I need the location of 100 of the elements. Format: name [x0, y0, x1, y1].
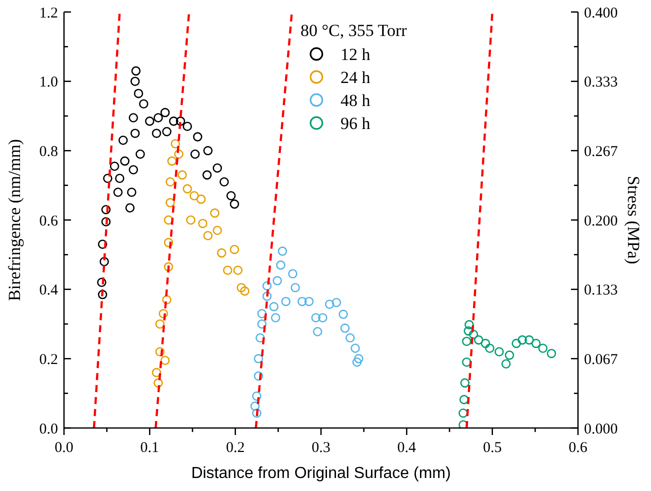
point	[115, 174, 124, 184]
point	[182, 184, 192, 194]
legend-label: 12 h	[340, 44, 371, 64]
point	[120, 156, 130, 166]
point	[203, 146, 213, 156]
y2-tick-label: 0.267	[584, 144, 618, 160]
point	[531, 338, 541, 348]
point	[281, 296, 291, 306]
point	[136, 150, 145, 159]
point	[97, 278, 106, 288]
point	[166, 198, 175, 208]
y-tick-label: 1.0	[39, 74, 58, 91]
point	[155, 347, 165, 356]
legend-label: 24 h	[340, 68, 371, 87]
point	[250, 402, 260, 411]
point	[186, 215, 196, 225]
y-axis-title: Birefringence (nm/mm)	[5, 139, 24, 301]
point	[130, 76, 140, 86]
point	[152, 368, 162, 378]
point	[222, 266, 232, 275]
point	[98, 290, 108, 300]
y2-axis-title: Stress (MPa)	[624, 176, 643, 264]
point	[220, 177, 229, 186]
y-tick-label: 0.6	[39, 213, 58, 230]
point	[262, 281, 272, 290]
point	[167, 156, 177, 166]
point	[170, 139, 180, 148]
y-tick-label: 1.2	[39, 5, 58, 22]
point	[462, 336, 472, 346]
y2-tick-label: 0.333	[584, 74, 618, 91]
point	[269, 302, 279, 312]
point	[350, 344, 360, 353]
point	[538, 344, 548, 353]
point	[464, 326, 473, 336]
point	[340, 324, 350, 333]
y2-tick-label: 0.400	[584, 5, 618, 22]
point	[193, 132, 202, 142]
point	[176, 116, 186, 126]
y-tick-label: 0.4	[39, 282, 58, 299]
point	[182, 122, 192, 132]
x-tick-label: 0.5	[482, 440, 502, 456]
point	[318, 313, 328, 322]
point	[164, 262, 174, 272]
point	[256, 333, 265, 342]
point	[276, 260, 286, 270]
point	[152, 128, 162, 138]
point	[254, 371, 264, 381]
y-tick-label: 0.8	[39, 144, 58, 160]
y2-tick-label: 0.133	[584, 282, 618, 299]
y2-tick-label: 0.200	[584, 213, 618, 230]
point	[160, 108, 170, 118]
point	[162, 126, 172, 136]
x-axis-title: Distance from Original Surface (mm)	[191, 465, 451, 482]
point	[233, 266, 243, 275]
point	[98, 240, 108, 249]
point	[270, 313, 280, 322]
point	[125, 203, 135, 212]
point	[145, 116, 154, 126]
point	[166, 177, 175, 186]
point	[458, 408, 468, 418]
point	[262, 292, 272, 301]
point	[468, 330, 478, 340]
point	[198, 218, 208, 228]
point	[164, 238, 174, 248]
point	[240, 286, 250, 296]
point	[178, 170, 187, 180]
point	[546, 348, 556, 358]
point	[504, 350, 514, 360]
point	[332, 298, 342, 308]
y2-tick-label: 0.000	[584, 421, 618, 438]
point	[128, 165, 138, 174]
point	[474, 335, 484, 345]
point	[110, 162, 120, 171]
point	[130, 128, 140, 138]
point	[288, 269, 298, 278]
point	[462, 358, 472, 367]
point	[311, 313, 320, 322]
x-tick-label: 0.3	[312, 440, 330, 456]
point	[202, 170, 212, 180]
point	[212, 163, 222, 173]
point	[312, 326, 322, 336]
point	[236, 282, 246, 292]
point	[464, 320, 474, 330]
point	[459, 394, 469, 404]
point	[345, 333, 355, 342]
point	[518, 335, 527, 345]
point	[216, 248, 226, 258]
y2-tick-label: 0.067	[584, 352, 618, 368]
point	[304, 296, 314, 306]
point	[494, 347, 504, 356]
point	[101, 217, 111, 226]
point	[272, 276, 282, 286]
x-tick-label: 0.6	[568, 440, 588, 456]
point	[118, 136, 128, 145]
point	[298, 296, 307, 306]
point	[324, 300, 334, 309]
point	[230, 199, 240, 209]
y-tick-label: 0.2	[39, 352, 58, 368]
point	[196, 194, 206, 204]
point	[113, 188, 123, 197]
